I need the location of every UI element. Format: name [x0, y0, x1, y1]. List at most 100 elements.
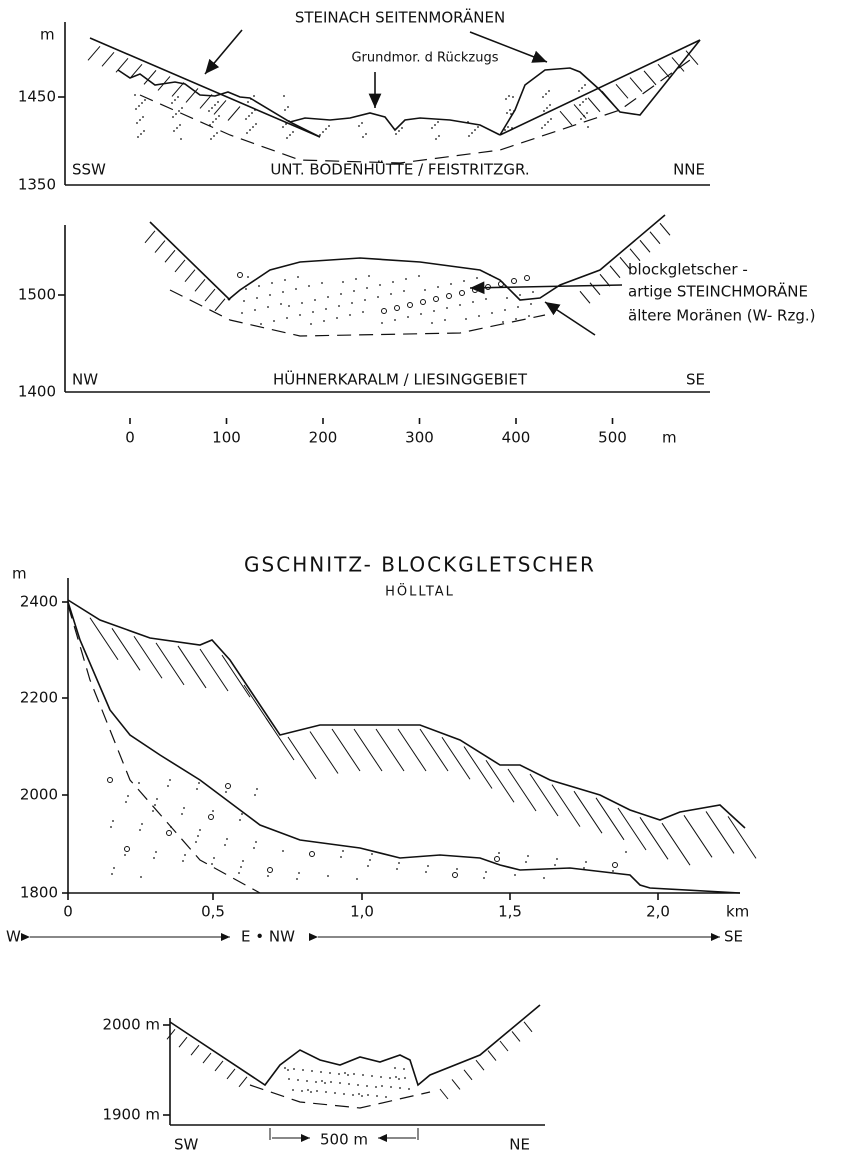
- stipple-dot: [357, 1084, 359, 1086]
- stipple-dot: [325, 1091, 327, 1093]
- stipple-dot: [258, 285, 260, 287]
- stipple-dot: [297, 276, 299, 278]
- stipple-dot: [306, 1080, 308, 1082]
- stipple-dot: [282, 850, 284, 852]
- hatch-line: [640, 240, 650, 252]
- stipple-dot: [525, 861, 527, 863]
- stipple-dot: [330, 1081, 332, 1083]
- stipple-dot: [287, 106, 289, 108]
- stipple-dot: [395, 133, 397, 135]
- hatch-line: [112, 628, 140, 670]
- hatch-line: [239, 1077, 247, 1087]
- stipple-dot: [502, 321, 504, 323]
- hatch-line: [662, 823, 690, 865]
- hatch-line: [590, 283, 600, 295]
- axis-unit: m: [40, 26, 55, 44]
- direction: NNE: [673, 161, 705, 179]
- y-axis: 2400220020001800: [20, 593, 68, 902]
- stipple-dot: [367, 865, 369, 867]
- stipple-dot: [315, 1081, 317, 1083]
- stipple-dot: [256, 788, 258, 790]
- stipple-dot: [434, 297, 439, 302]
- stipple-dot: [347, 1074, 349, 1076]
- x-tick-label: 0: [125, 429, 135, 447]
- hatch-line: [650, 232, 660, 244]
- stipple-dot: [396, 868, 398, 870]
- panel-subtitle: HÖLLTAL: [385, 583, 455, 600]
- y-tick-label: 1800: [20, 884, 58, 902]
- stipple-dot: [399, 1087, 401, 1089]
- direction: SE: [724, 928, 743, 946]
- stipple-dot: [260, 323, 262, 325]
- stipple-dot: [138, 105, 140, 107]
- stipple-dot: [177, 96, 179, 98]
- stipple-dot: [499, 282, 504, 287]
- stipple-dot: [134, 94, 136, 96]
- stipple-dot: [585, 861, 587, 863]
- stipple-dot: [140, 876, 142, 878]
- arrow: [545, 302, 595, 335]
- stipple-dot: [213, 857, 215, 859]
- direction: NE: [509, 1136, 530, 1154]
- stipple-dot: [390, 1086, 392, 1088]
- stipple-dot: [292, 1089, 294, 1091]
- hatch-line: [440, 1089, 448, 1099]
- hatch-line: [512, 1031, 520, 1041]
- stipple-dot: [583, 867, 585, 869]
- stipple-dot: [167, 785, 169, 787]
- hatch-line: [574, 791, 602, 833]
- hatch-line: [488, 1051, 496, 1061]
- stipple-dot: [625, 851, 627, 853]
- stipple-dot: [175, 113, 177, 115]
- x-tick-label: 0,5: [201, 903, 225, 921]
- stipple-dot: [153, 857, 155, 859]
- stipple-dot: [542, 96, 544, 98]
- stipple-dot: [512, 96, 514, 98]
- stipple-dot: [456, 868, 458, 870]
- stipple-dot: [554, 864, 556, 866]
- stipple-dot: [463, 280, 465, 282]
- stipple-dot: [506, 297, 508, 299]
- annotation: ältere Moränen (W- Rzg.): [628, 307, 816, 325]
- hatch-line: [486, 760, 514, 802]
- stipple-dot: [268, 868, 273, 873]
- hatch-line: [205, 289, 215, 301]
- stipple-dot: [498, 852, 500, 854]
- hatch-line: [524, 1022, 532, 1032]
- stipple-dot: [112, 820, 114, 822]
- bedrock-line: [140, 60, 690, 163]
- stipple-dot: [546, 107, 548, 109]
- stipple-dot: [135, 108, 137, 110]
- stipple-dot: [254, 109, 256, 111]
- stipple-dot: [328, 125, 330, 127]
- stipple-dot: [453, 873, 458, 878]
- stipple-dot: [181, 107, 183, 109]
- hatch-line: [602, 91, 614, 105]
- direction: NW: [72, 371, 98, 389]
- y-tick-label: 2000: [20, 786, 58, 804]
- stipple-dot: [362, 1074, 364, 1076]
- stipple-dot: [199, 829, 201, 831]
- surface: [170, 1005, 540, 1085]
- stipple-dot: [141, 823, 143, 825]
- stipple-dot: [365, 133, 367, 135]
- hatch-line: [102, 52, 114, 66]
- stipple-dot: [468, 135, 470, 137]
- stipple-dot: [489, 274, 491, 276]
- stipple-dot: [173, 130, 175, 132]
- hatch-line: [610, 266, 620, 278]
- stipple-dot: [212, 810, 214, 812]
- stipple-dot: [280, 303, 282, 305]
- stipple-dot: [310, 1091, 312, 1093]
- stipple-dot: [543, 110, 545, 112]
- stipple-dot: [285, 123, 287, 125]
- stipple-dot: [282, 291, 284, 293]
- stipple-dot: [587, 126, 589, 128]
- panel-title: STEINACH SEITENMORÄNEN: [295, 8, 505, 27]
- stipple-dot: [208, 110, 210, 112]
- hatch-line: [186, 88, 198, 102]
- stipple-dot: [156, 798, 158, 800]
- hatch-line: [165, 250, 175, 262]
- stipple-dot: [371, 853, 373, 855]
- x-tick-label: 200: [309, 429, 338, 447]
